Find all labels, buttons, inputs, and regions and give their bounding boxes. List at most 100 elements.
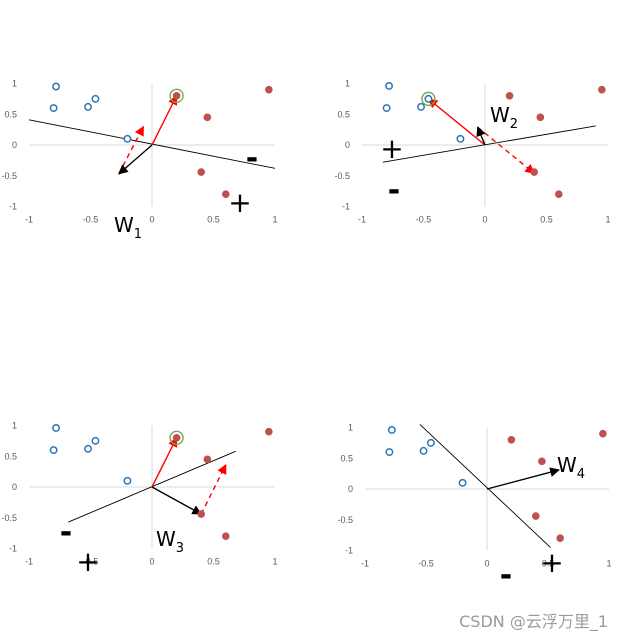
weight-vector-subscript: 3 xyxy=(176,541,184,556)
y-tick-label: 1 xyxy=(345,79,350,89)
negative-point xyxy=(417,102,425,111)
minus-region-label: - xyxy=(246,141,258,176)
x-tick-label: 0 xyxy=(149,557,154,567)
negative-point xyxy=(419,446,428,455)
y-tick-label: -0.5 xyxy=(334,171,350,181)
y-tick-label: 1 xyxy=(12,421,17,431)
y-tick-label: -1 xyxy=(9,202,17,212)
positive-point xyxy=(172,434,181,442)
decision-boundary-line xyxy=(419,424,551,548)
positive-point xyxy=(222,532,230,540)
negative-point xyxy=(385,82,394,90)
minus-region-label: - xyxy=(60,515,72,550)
update-vector-arrow xyxy=(427,98,486,146)
x-tick-label: 1 xyxy=(606,559,611,569)
panel-iteration-3: -1 -0.5 0 0.5 1 1 0.5 0 -0.5 -1 +- W3 xyxy=(1,421,277,579)
y-tick-label: 0 xyxy=(345,140,350,150)
y-tick-label: -1 xyxy=(342,202,350,212)
weight-vector-subscript: 2 xyxy=(510,117,518,132)
positive-point xyxy=(203,455,212,464)
x-tick-label: -1 xyxy=(25,215,33,225)
x-tick-label: 0 xyxy=(149,215,154,225)
positive-point xyxy=(556,534,564,542)
y-tick-label: 1 xyxy=(348,423,353,433)
translated-update-vector-arrow xyxy=(477,126,535,174)
positive-point xyxy=(172,92,181,100)
y-tick-label: 1 xyxy=(12,79,17,89)
x-tick-label: 0.5 xyxy=(207,215,220,225)
translated-update-vector-arrow xyxy=(200,463,227,515)
positive-point xyxy=(505,92,514,100)
negative-point xyxy=(84,102,92,111)
positive-point xyxy=(532,512,540,520)
negative-point xyxy=(382,104,391,113)
x-tick-label: -0.5 xyxy=(83,215,99,225)
y-tick-label: -0.5 xyxy=(1,513,17,523)
positive-point xyxy=(538,457,546,466)
negative-point xyxy=(458,478,467,487)
update-vector-arrow xyxy=(151,94,178,146)
negative-point xyxy=(456,134,465,143)
x-tick-label: 0 xyxy=(484,559,489,569)
y-tick-label: 0 xyxy=(348,484,353,494)
plus-region-label: + xyxy=(540,546,563,579)
positive-point xyxy=(599,429,607,438)
y-tick-label: 0 xyxy=(12,482,17,492)
misclassified-point-highlight xyxy=(169,88,184,104)
negative-point xyxy=(424,94,433,103)
y-tick-label: -0.5 xyxy=(337,515,353,525)
weight-vector-label: W3 xyxy=(156,527,184,556)
x-tick-label: 0 xyxy=(482,215,487,225)
positive-point xyxy=(222,190,230,198)
weight-vector-label: W1 xyxy=(114,213,142,242)
minus-region-label: - xyxy=(500,558,512,593)
negative-point xyxy=(426,438,435,447)
x-tick-label: -1 xyxy=(358,215,366,225)
positive-point xyxy=(197,168,205,176)
plus-region-label: + xyxy=(76,545,99,578)
weight-vector-arrow xyxy=(476,126,486,146)
negative-point xyxy=(49,104,58,113)
weight-vector-label: W4 xyxy=(557,453,585,482)
panel-iteration-1: -1 -0.5 0 0.5 1 1 0.5 0 -0.5 -1 + - W1 xyxy=(1,79,277,243)
negative-point xyxy=(91,436,100,445)
positive-point xyxy=(197,510,205,518)
x-tick-label: -0.5 xyxy=(418,559,434,569)
x-tick-label: 0.5 xyxy=(540,215,553,225)
watermark: CSDN @云浮万里_1 xyxy=(459,612,608,631)
negative-point xyxy=(52,82,61,91)
x-tick-label: 1 xyxy=(605,215,610,225)
misclassified-point-highlight xyxy=(169,430,184,445)
negative-point xyxy=(123,476,132,485)
update-vector-arrow xyxy=(151,436,178,488)
decision-boundary-line xyxy=(382,125,596,163)
positive-point xyxy=(555,190,563,198)
y-tick-label: 0.5 xyxy=(337,109,350,119)
y-tick-label: -0.5 xyxy=(1,171,17,181)
x-tick-label: -1 xyxy=(25,557,33,567)
x-tick-label: 1 xyxy=(272,557,277,567)
y-tick-label: 0.5 xyxy=(4,109,17,119)
x-tick-label: -0.5 xyxy=(83,557,99,567)
x-tick-label: 1 xyxy=(272,215,277,225)
misclassified-point-highlight xyxy=(421,91,436,107)
positive-point xyxy=(265,85,273,94)
translated-update-vector-arrow xyxy=(118,125,145,175)
y-tick-label: 0.5 xyxy=(340,453,353,463)
negative-point xyxy=(52,424,61,432)
minus-region-label: - xyxy=(388,173,400,208)
weight-vector-subscript: 4 xyxy=(577,467,585,482)
positive-point xyxy=(507,436,516,444)
positive-point xyxy=(265,427,273,436)
negative-point xyxy=(91,94,100,103)
negative-point xyxy=(385,448,394,457)
weight-vector-arrow xyxy=(118,144,153,175)
weight-vector-arrow xyxy=(486,467,560,490)
negative-point xyxy=(123,134,132,143)
negative-point xyxy=(387,426,396,434)
panel-iteration-4: -1 -0.5 0 0.5 1 1 0.5 0 -0.5 -1 +- W4 xyxy=(337,423,611,594)
y-tick-label: 0 xyxy=(12,140,17,150)
y-tick-label: -1 xyxy=(345,546,353,556)
plus-region-label: + xyxy=(228,186,251,219)
negative-point xyxy=(49,446,58,455)
